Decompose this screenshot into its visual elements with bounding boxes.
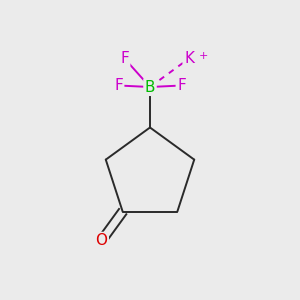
Text: K: K — [184, 51, 194, 66]
Text: B: B — [145, 80, 155, 94]
Text: +: + — [199, 51, 208, 61]
Text: F: F — [120, 51, 129, 66]
Text: F: F — [114, 78, 123, 93]
Text: F: F — [177, 78, 186, 93]
Text: O: O — [95, 233, 107, 248]
